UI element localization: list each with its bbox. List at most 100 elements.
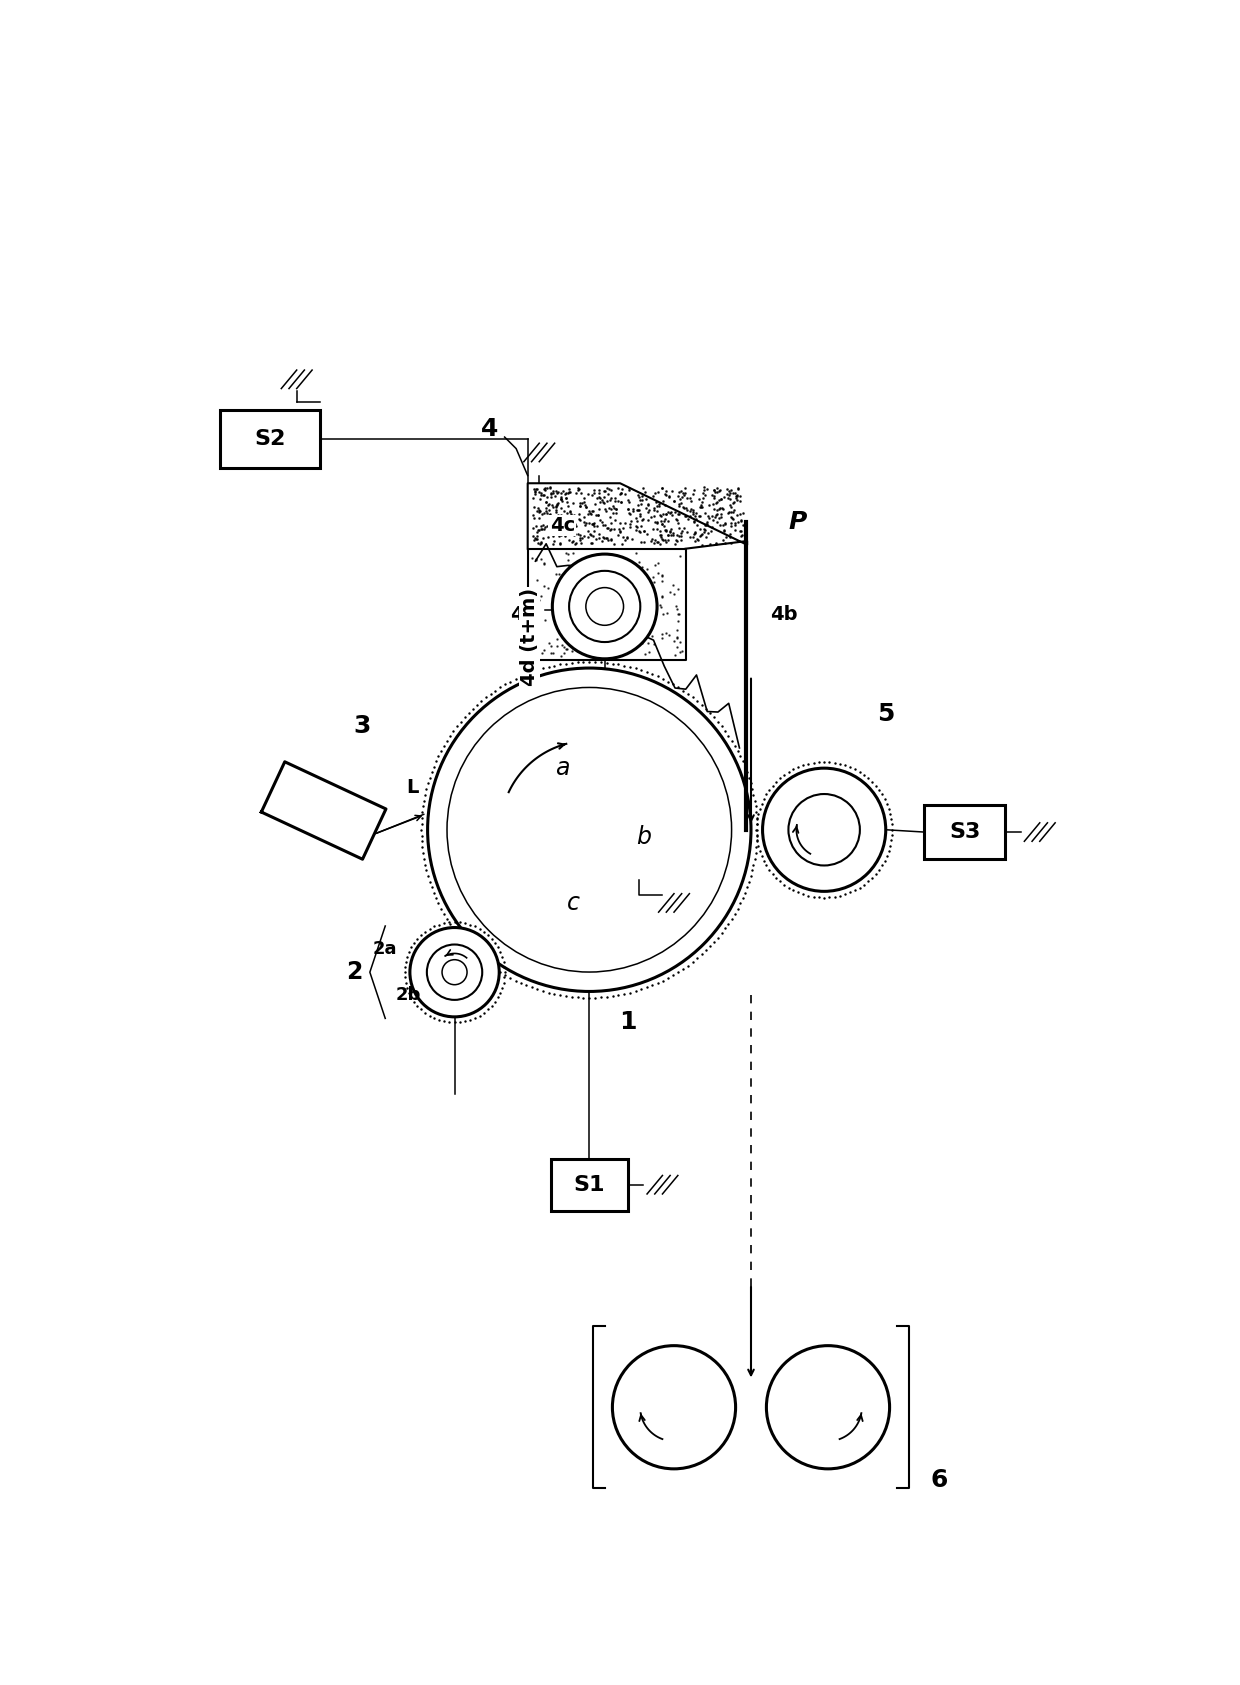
Text: 4: 4 (481, 418, 498, 441)
Point (735, 753, 755, 780)
Point (820, 885, 839, 912)
Point (804, 750, 823, 777)
Point (854, 871, 874, 898)
Point (399, 939, 419, 966)
Point (763, 861, 782, 888)
Point (642, 972, 662, 999)
Point (596, 984, 616, 1011)
Point (413, 794, 433, 821)
Point (494, 969, 513, 996)
Point (439, 908, 459, 935)
Text: 1: 1 (619, 1011, 636, 1035)
Point (748, 805, 768, 832)
Point (424, 1004, 444, 1031)
Circle shape (569, 571, 640, 642)
Point (465, 913, 485, 940)
Point (737, 758, 756, 785)
Point (495, 959, 515, 986)
Circle shape (766, 1346, 889, 1469)
Point (749, 832, 769, 859)
Point (712, 920, 732, 947)
Point (766, 864, 786, 891)
Point (445, 1009, 465, 1036)
Point (789, 753, 808, 780)
Point (418, 770, 438, 797)
Point (763, 772, 782, 799)
Point (739, 765, 759, 792)
Point (745, 846, 765, 873)
Point (678, 681, 698, 708)
Text: 2b: 2b (396, 986, 422, 1004)
Point (414, 846, 434, 873)
Point (866, 772, 885, 799)
Point (434, 733, 454, 760)
Point (626, 655, 646, 682)
Point (882, 810, 901, 837)
Point (489, 984, 508, 1011)
Point (434, 900, 454, 927)
Point (724, 733, 744, 760)
Point (614, 981, 634, 1008)
Point (501, 667, 521, 694)
Point (394, 954, 414, 981)
Point (841, 753, 861, 780)
Point (673, 677, 693, 704)
Point (701, 699, 720, 726)
Point (436, 905, 456, 932)
Point (412, 810, 432, 837)
Circle shape (613, 1346, 735, 1469)
Point (495, 954, 515, 981)
Point (412, 827, 432, 854)
Point (874, 785, 894, 812)
Point (779, 875, 799, 901)
Point (574, 984, 594, 1011)
Point (715, 915, 735, 942)
Point (444, 915, 464, 942)
Point (471, 945, 491, 972)
Point (637, 974, 657, 1001)
Point (412, 996, 432, 1023)
Point (830, 883, 849, 910)
Point (579, 984, 599, 1011)
Circle shape (585, 588, 624, 625)
Point (759, 777, 779, 804)
Point (626, 977, 646, 1004)
Point (879, 795, 899, 822)
Point (746, 810, 766, 837)
Point (756, 851, 776, 878)
Point (470, 1003, 490, 1030)
Text: 4a: 4a (511, 605, 537, 623)
Point (749, 800, 769, 827)
Point (562, 649, 582, 676)
Point (740, 770, 760, 797)
Text: 3: 3 (353, 714, 371, 738)
Point (740, 863, 760, 890)
Point (766, 768, 786, 795)
Point (455, 1008, 475, 1035)
Point (653, 666, 673, 693)
Point (603, 650, 622, 677)
Point (722, 728, 742, 755)
Point (687, 687, 707, 714)
Point (432, 738, 451, 765)
Text: 4c: 4c (549, 516, 575, 536)
Point (779, 758, 799, 785)
Point (517, 972, 537, 999)
Point (476, 949, 496, 976)
Point (687, 945, 707, 972)
Point (451, 923, 471, 950)
Point (467, 691, 487, 718)
Point (408, 925, 428, 952)
Circle shape (789, 794, 859, 866)
Point (485, 987, 505, 1014)
Point (455, 928, 475, 955)
Point (471, 687, 491, 714)
Point (465, 1004, 485, 1031)
Point (501, 964, 521, 991)
Point (799, 883, 818, 910)
Point (591, 649, 611, 676)
Point (754, 848, 774, 875)
Point (444, 718, 464, 745)
Point (815, 885, 835, 912)
Point (746, 827, 766, 854)
